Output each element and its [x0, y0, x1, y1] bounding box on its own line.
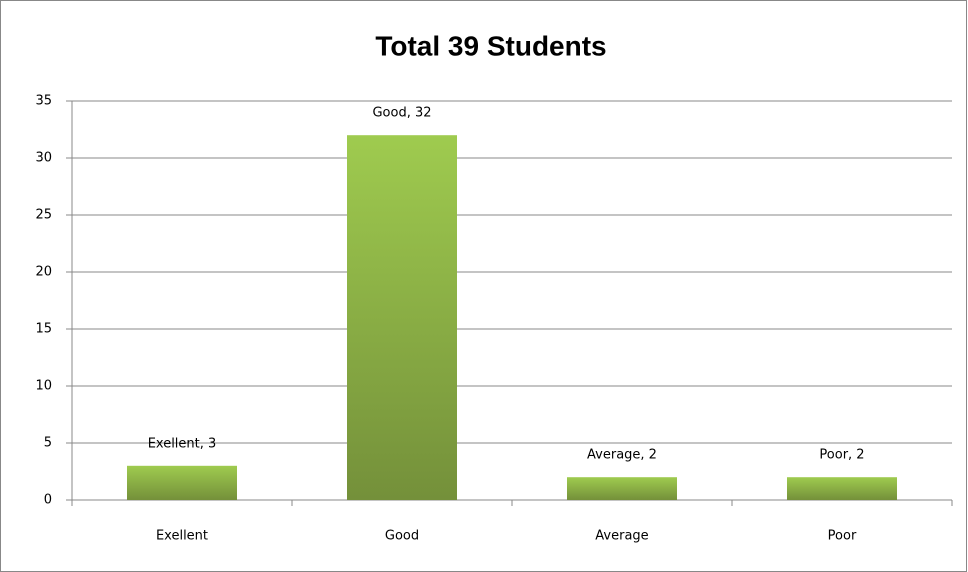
data-label: Poor, 2: [819, 448, 864, 463]
x-tick-label: Good: [385, 529, 419, 544]
y-tick-label: 25: [35, 208, 52, 223]
y-tick-label: 0: [44, 493, 52, 508]
chart-title: Total 39 Students: [375, 30, 606, 61]
x-tick-label: Average: [595, 529, 648, 544]
bar: [347, 135, 457, 500]
bar: [127, 465, 237, 500]
data-label: Exellent, 3: [148, 436, 217, 451]
data-label: Good, 32: [372, 106, 431, 121]
x-tick-label: Exellent: [156, 529, 208, 544]
y-tick-label: 20: [35, 265, 52, 280]
y-tick-label: 5: [44, 436, 52, 451]
y-tick-label: 35: [35, 94, 52, 109]
bar: [567, 477, 677, 500]
y-tick-label: 30: [35, 151, 52, 166]
bar: [787, 477, 897, 500]
data-label: Average, 2: [587, 448, 657, 463]
x-tick-label: Poor: [828, 529, 857, 544]
y-tick-label: 15: [35, 322, 52, 337]
y-tick-label: 10: [35, 379, 52, 394]
